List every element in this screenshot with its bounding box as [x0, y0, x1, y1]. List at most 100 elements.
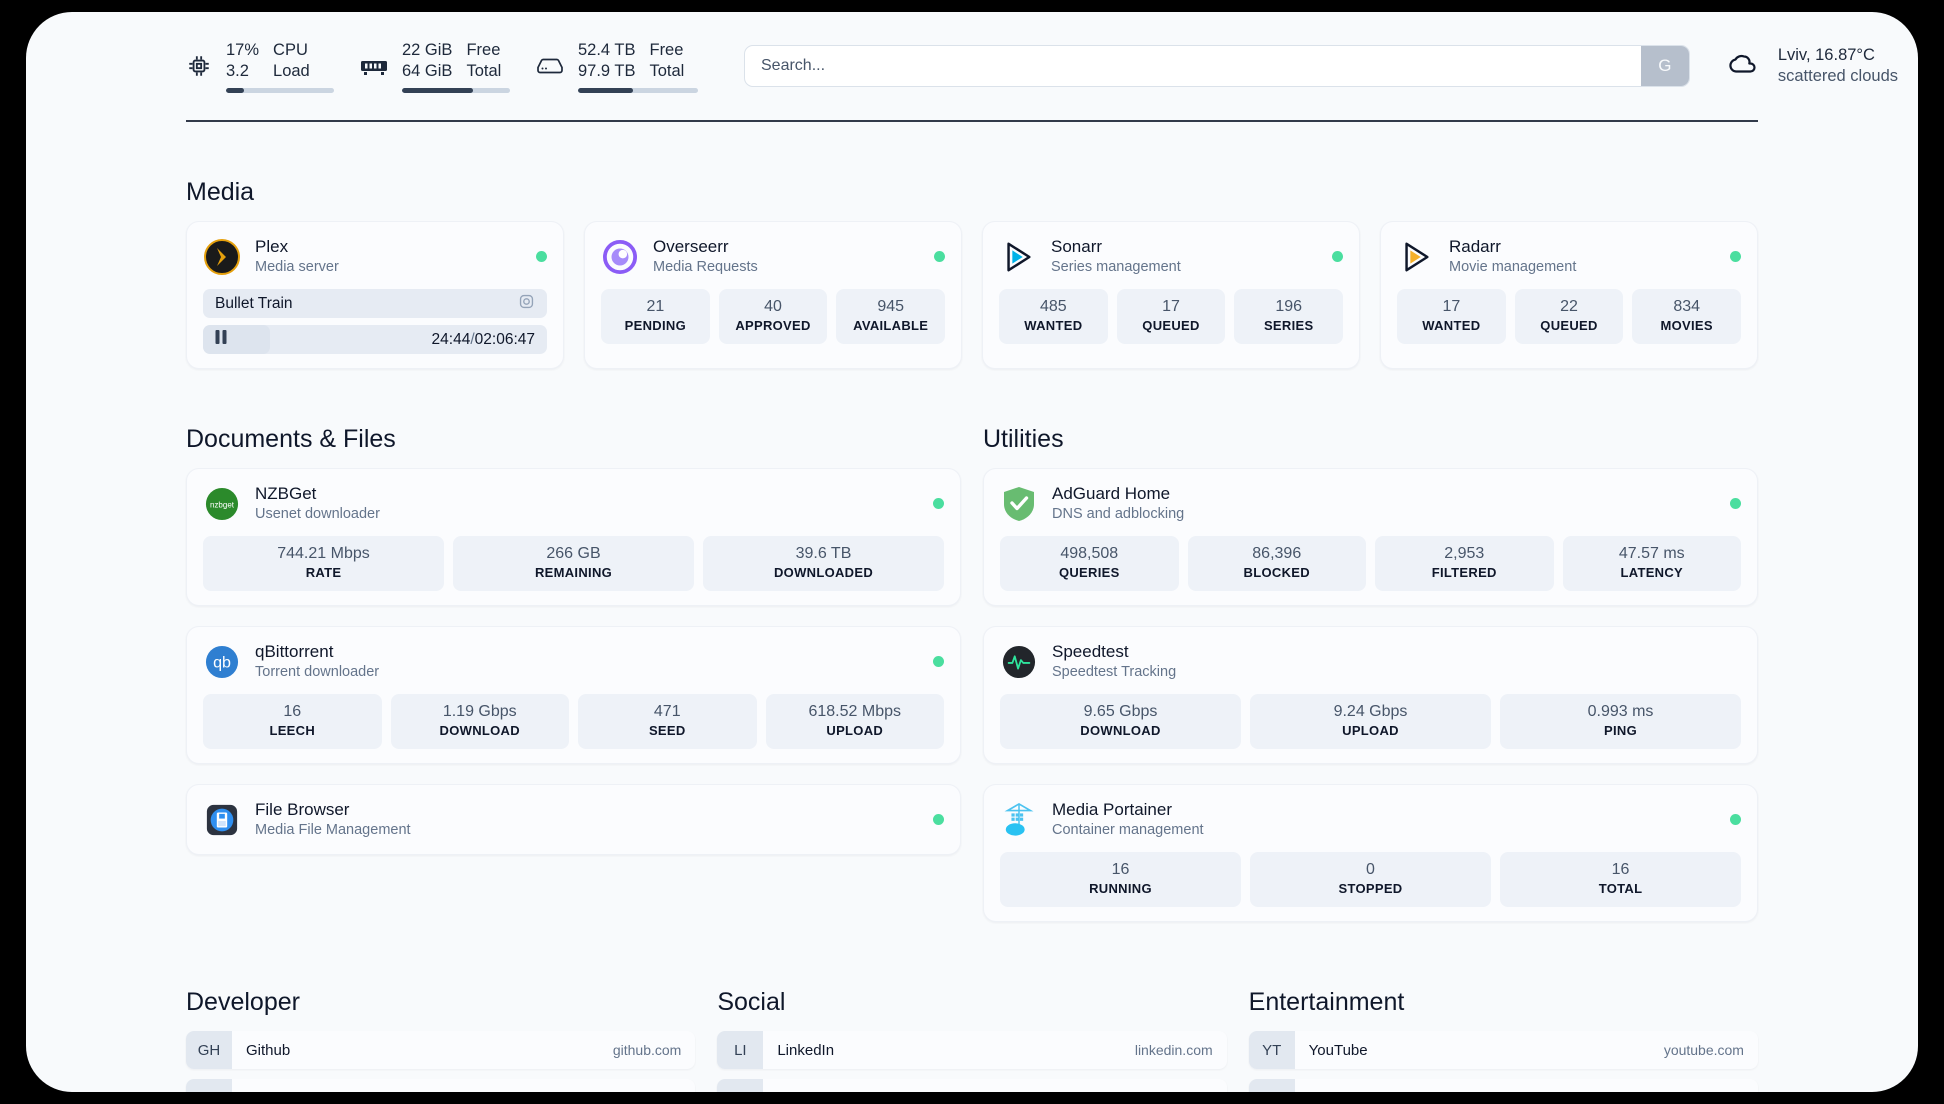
- stat-value: 1.19 Gbps: [442, 703, 517, 720]
- stat-value: 9.65 Gbps: [1083, 703, 1158, 720]
- stat-tile: 196 SERIES: [1234, 289, 1344, 344]
- plex-logo-icon: [203, 238, 241, 276]
- memory-usage-bar: [402, 87, 510, 93]
- stat-label: DOWNLOADED: [773, 565, 874, 580]
- stat-label: PING: [1604, 723, 1637, 738]
- pause-icon[interactable]: [215, 330, 228, 349]
- stat-value: 40: [764, 298, 782, 315]
- bookmark-url: linkedin.com: [1134, 1042, 1213, 1058]
- stat-label: FILTERED: [1431, 565, 1497, 580]
- bookmark-url: netflix.com: [1677, 1090, 1744, 1092]
- service-card-radarr[interactable]: Radarr Movie management 17 WANTED 22 QUE…: [1380, 221, 1758, 369]
- service-card-filebrowser[interactable]: File Browser Media File Management: [186, 784, 961, 855]
- radarr-stats: 17 WANTED 22 QUEUED 834 MOVIES: [1397, 289, 1742, 344]
- stat-tile: 16 RUNNING: [1000, 852, 1241, 907]
- cpu-load-value: 3.2: [226, 61, 249, 80]
- service-card-speedtest[interactable]: Speedtest Speedtest Tracking 9.65 Gbps D…: [983, 626, 1758, 764]
- portainer-logo-icon: [1000, 801, 1038, 839]
- bookmark-abbr: GH: [186, 1031, 232, 1069]
- overseerr-name: Overseerr: [653, 237, 729, 256]
- stat-value: 945: [877, 298, 905, 315]
- stat-label: LEECH: [269, 723, 316, 738]
- memory-total: 64 GiB: [402, 61, 453, 80]
- bookmark-name: Twitter: [777, 1090, 821, 1093]
- stat-label: MOVIES: [1660, 318, 1713, 333]
- bookmark-item-linkedin[interactable]: LI LinkedIn linkedin.com: [717, 1031, 1227, 1069]
- stat-label: UPLOAD: [1342, 723, 1399, 738]
- weather-condition: scattered clouds: [1777, 67, 1898, 85]
- search-input[interactable]: [745, 46, 1641, 86]
- utilities-column: Utilities AdGuard Home DNS and adblockin…: [983, 369, 1758, 942]
- stat-tile: 22 QUEUED: [1514, 289, 1624, 344]
- filebrowser-subtitle: Media File Management: [255, 822, 411, 838]
- sonarr-logo-icon: [999, 238, 1037, 276]
- stat-label: WANTED: [1422, 318, 1481, 333]
- stat-label: TOTAL: [1598, 881, 1643, 896]
- portainer-name: Media Portainer: [1052, 800, 1173, 819]
- service-card-portainer[interactable]: Media Portainer Container management 16 …: [983, 784, 1758, 922]
- svg-text:nzbget: nzbget: [210, 500, 235, 509]
- radarr-name: Radarr: [1449, 237, 1501, 256]
- adguard-name: AdGuard Home: [1052, 484, 1171, 503]
- stat-value: 16: [1611, 861, 1630, 878]
- service-card-nzbget[interactable]: nzbget NZBGet Usenet downloader 744.21 M…: [186, 468, 961, 606]
- bookmark-item-github[interactable]: GH Github github.com: [186, 1031, 696, 1069]
- status-badge-sonarr: [1332, 251, 1343, 262]
- status-badge-adguard: [1730, 498, 1741, 509]
- bookmark-item-netflix[interactable]: NF Netflix netflix.com: [1248, 1079, 1758, 1092]
- stat-label: LATENCY: [1620, 565, 1684, 580]
- bookmark-item-twitter[interactable]: TW Twitter twitter.com: [717, 1079, 1227, 1093]
- status-badge-filebrowser: [933, 814, 944, 825]
- bookmark-item-stackoverflow[interactable]: SO StackOverflow stackoverflow.com: [186, 1079, 696, 1092]
- stat-tile: 9.65 Gbps DOWNLOAD: [1000, 694, 1241, 749]
- bookmark-group-developer: Developer GH Github github.com SO StackO…: [186, 988, 696, 1092]
- service-card-qbittorrent[interactable]: qb qBittorrent Torrent downloader 16 LEE…: [186, 626, 961, 764]
- stat-value: 0: [1366, 861, 1375, 878]
- service-card-overseerr[interactable]: Overseerr Media Requests 21 PENDING 40 A…: [584, 221, 962, 369]
- qbittorrent-name: qBittorrent: [255, 642, 334, 661]
- plex-time-separator: /: [470, 330, 475, 348]
- service-card-plex[interactable]: Plex Media server Bullet Train: [186, 221, 564, 369]
- filebrowser-name: File Browser: [255, 800, 350, 819]
- service-card-sonarr[interactable]: Sonarr Series management 485 WANTED 17 Q…: [982, 221, 1360, 369]
- plex-now-playing-title: Bullet Train: [215, 294, 293, 312]
- disk-stat-block: 52.4 TB 97.9 TB Free Total: [578, 40, 698, 93]
- stat-value: 86,396: [1252, 545, 1302, 562]
- bookmark-group-title: Entertainment: [1248, 988, 1405, 1016]
- cast-icon[interactable]: [518, 293, 535, 315]
- search-box[interactable]: G: [744, 45, 1690, 87]
- disk-label-top: Free: [649, 40, 684, 59]
- bookmark-name: YouTube: [1308, 1041, 1368, 1059]
- bookmark-group-title: Developer: [186, 988, 300, 1016]
- overseerr-logo-icon: [601, 238, 639, 276]
- stat-value: 22: [1560, 298, 1578, 315]
- bookmark-name: LinkedIn: [777, 1041, 835, 1059]
- stat-label: STOPPED: [1338, 881, 1403, 896]
- stat-value: 618.52 Mbps: [808, 703, 901, 720]
- service-card-adguard[interactable]: AdGuard Home DNS and adblocking 498,508 …: [983, 468, 1758, 606]
- stat-value: 266 GB: [546, 545, 601, 562]
- plex-now-playing-title-row: Bullet Train: [203, 289, 547, 318]
- overseerr-stats: 21 PENDING 40 APPROVED 945 AVAILABLE: [601, 289, 946, 344]
- nzbget-name: NZBGet: [255, 484, 317, 503]
- sonarr-subtitle: Series management: [1051, 259, 1181, 275]
- search-provider-button[interactable]: G: [1640, 46, 1689, 86]
- bookmark-item-youtube[interactable]: YT YouTube youtube.com: [1248, 1031, 1758, 1069]
- adguard-logo-icon: [1000, 485, 1038, 523]
- plex-progress-bar[interactable]: 24:44/02:06:47: [203, 325, 547, 354]
- radarr-subtitle: Movie management: [1449, 259, 1577, 275]
- documents-column: Documents & Files nzbget NZBGet Usenet d…: [186, 369, 961, 942]
- stat-value: 485: [1039, 298, 1067, 315]
- stat-tile: 21 PENDING: [601, 289, 710, 344]
- cpu-label-bottom: Load: [273, 61, 310, 80]
- stat-value: 196: [1275, 298, 1303, 315]
- cpu-stat-group: 17% 3.2 CPU Load: [186, 40, 334, 93]
- stat-value: 17: [1442, 298, 1461, 315]
- stat-tile: 945 AVAILABLE: [836, 289, 946, 344]
- stat-value: 16: [1111, 861, 1130, 878]
- memory-stat-group: 22 GiB 64 GiB Free Total: [360, 40, 510, 93]
- overseerr-subtitle: Media Requests: [653, 259, 758, 275]
- bookmark-url: twitter.com: [1146, 1090, 1213, 1092]
- stat-label: DOWNLOAD: [439, 723, 520, 738]
- bookmark-abbr: LI: [717, 1031, 764, 1069]
